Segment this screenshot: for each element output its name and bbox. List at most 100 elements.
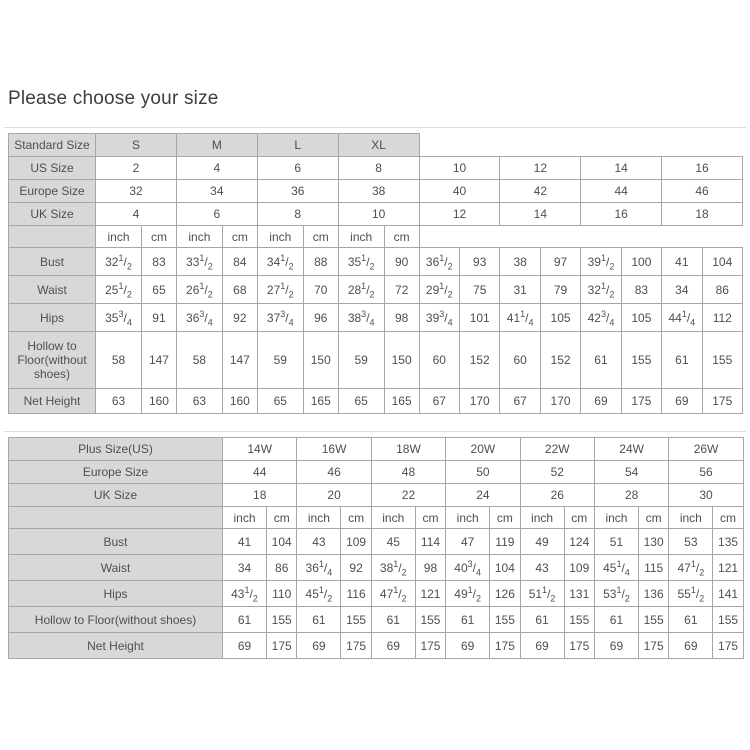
unit-header: cm [221,225,258,248]
measure-value-cell: 150 [383,331,420,389]
measure-value-cell: 383/4 [337,303,385,332]
measure-value-cell: 67 [418,388,461,414]
measure-value-cell: 88 [302,247,339,276]
measure-value-cell: 155 [712,606,744,633]
measure-value-cell: 170 [458,388,501,414]
size-value-cell: 42 [499,179,582,203]
measure-value-cell: 98 [383,303,420,332]
size-value-cell: 34 [175,179,258,203]
measure-value-cell: 101 [458,303,501,332]
row-label: Hollow to Floor(without shoes) [8,331,96,389]
size-group-header: 18W [370,437,447,461]
unit-header: cm [302,225,339,248]
unit-header: inch [668,506,714,529]
measure-value-cell: 112 [701,303,744,332]
measure-value-cell: 155 [637,606,670,633]
measure-value-cell: 126 [489,580,521,607]
measure-value-cell: 75 [458,275,501,304]
size-value-cell: 18 [221,483,298,507]
measure-value-cell: 361/2 [418,247,461,276]
measure-value-cell: 170 [539,388,582,414]
row-label: UK Size [8,202,96,226]
measure-value-cell: 321/2 [580,275,622,304]
row-label: Hollow to Floor(without shoes) [8,606,223,633]
measure-value-cell: 175 [637,632,670,659]
measure-value-cell: 393/4 [418,303,461,332]
measure-value-cell: 104 [265,528,298,555]
measure-value-cell: 353/4 [95,303,142,332]
measure-value-cell: 41 [661,247,703,276]
divider-line [4,127,746,128]
measure-value-cell: 69 [593,632,639,659]
measure-value-cell: 531/2 [593,580,639,607]
size-value-cell: 54 [593,460,670,484]
measure-value-cell: 61 [580,331,622,389]
row-label: Net Height [8,632,223,659]
measure-value-cell: 92 [221,303,258,332]
size-group-header: M [175,133,258,157]
measure-value-cell: 403/4 [445,554,491,581]
measure-value-cell: 261/2 [175,275,223,304]
plus-size-table: Plus Size(US) 14W 16W 18W 20W 22W 24W 26W Europe… [8,437,744,659]
unit-header: cm [563,506,595,529]
row-label: Bust [8,528,223,555]
measure-value-cell: 381/2 [370,554,416,581]
size-value-cell: 44 [221,460,298,484]
row-label: UK Size [8,483,223,507]
measure-value-cell: 136 [637,580,670,607]
size-value-cell: 18 [661,202,743,226]
measure-value-cell: 165 [383,388,420,414]
measure-value-cell: 86 [701,275,744,304]
size-group-header: 20W [445,437,521,461]
measure-value-cell: 155 [265,606,298,633]
measure-value-cell: 165 [302,388,339,414]
row-label: US Size [8,156,96,180]
measure-value-cell: 69 [661,388,703,414]
size-value-cell: 2 [95,156,177,180]
size-value-cell: 28 [593,483,670,507]
measure-value-cell: 281/2 [337,275,385,304]
size-value-cell: 14 [580,156,663,180]
measure-value-cell: 69 [519,632,565,659]
measure-value-cell: 152 [458,331,501,389]
measure-value-cell: 105 [620,303,663,332]
row-label [8,225,96,248]
measure-value-cell: 43 [519,554,565,581]
size-value-cell: 6 [175,202,258,226]
measure-value-cell: 61 [222,606,267,633]
measure-value-cell: 291/2 [418,275,461,304]
measure-value-cell: 511/2 [519,580,565,607]
row-label: Hips [8,580,223,607]
measure-value-cell: 69 [445,632,491,659]
measure-value-cell: 119 [489,528,521,555]
size-value-cell: 30 [668,483,744,507]
measure-value-cell: 61 [661,331,703,389]
row-label: Waist [8,554,223,581]
measure-value-cell: 61 [593,606,639,633]
measure-value-cell: 63 [95,388,142,414]
measure-value-cell: 155 [340,606,372,633]
measure-value-cell: 59 [256,331,304,389]
size-value-cell: 44 [580,179,663,203]
size-value-cell: 26 [519,483,595,507]
measure-value-cell: 551/2 [668,580,714,607]
measure-value-cell: 83 [141,247,177,276]
measure-value-cell: 61 [296,606,342,633]
unit-header: cm [141,225,177,248]
measure-value-cell: 61 [668,606,714,633]
measure-value-cell: 147 [221,331,258,389]
measure-value-cell: 471/2 [668,554,714,581]
size-value-cell: 10 [337,202,420,226]
measure-value-cell: 70 [302,275,339,304]
size-group-header: 16W [296,437,372,461]
measure-value-cell: 331/2 [175,247,223,276]
measure-value-cell: 67 [499,388,541,414]
unit-header: inch [222,506,267,529]
measure-value-cell: 65 [141,275,177,304]
unit-header: inch [175,225,223,248]
size-value-cell: 46 [296,460,372,484]
unit-header: cm [265,506,298,529]
measure-value-cell: 58 [175,331,223,389]
size-group-header: L [256,133,339,157]
measure-value-cell: 251/2 [95,275,142,304]
